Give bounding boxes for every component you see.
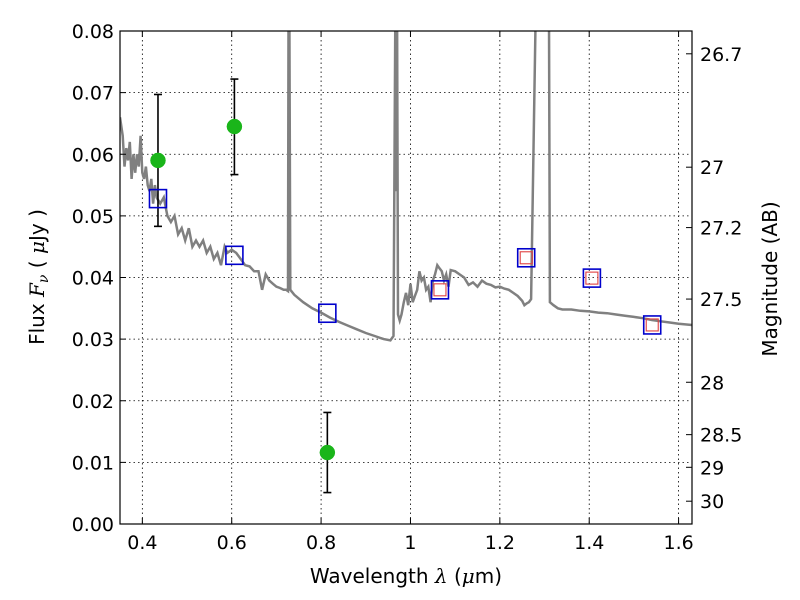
x-tick-label: 0.6 [217,532,247,554]
x-tick-label: 1.4 [574,532,604,554]
y2-tick-label: 27.5 [700,289,742,311]
model-photometry-marker [430,280,450,300]
model-photometry-inner-marker [519,251,533,265]
y-tick-label: 0.02 [72,391,114,413]
x-tick-label: 1.2 [485,532,515,554]
y2-tick-label: 30 [700,491,724,513]
model-photometry-marker [148,188,168,209]
model-photometry-marker [225,245,244,266]
y-tick-label: 0.04 [72,268,114,290]
y2-tick-label: 28 [700,372,724,394]
x-tick-label: 0.8 [306,532,336,554]
observed-flux-point [226,118,243,135]
y-tick-label: 0.03 [72,329,114,351]
model-photometry-marker [642,315,662,335]
y2-tick-label: 26.7 [700,44,742,66]
y-tick-label: 0.07 [72,83,114,105]
data-markers [148,118,662,461]
axis-ticks: 0.4 0.6 0.8 1 1.2 1.4 1.6 0.00 0.01 0.02 0.03 0.04 0… [72,21,743,554]
model-photometry-marker [582,268,602,288]
model-photometry-marker [516,247,536,268]
model-photometry-inner-marker [433,283,447,297]
x-tick-label: 1.6 [663,532,693,554]
y-tick-label: 0.01 [72,452,114,474]
observed-flux-point [319,444,336,461]
observed-flux-point [150,152,166,169]
grid-lines [120,31,692,524]
y-tick-label: 0.05 [72,206,114,228]
x-tick-label: 0.4 [127,532,157,554]
y-tick-label: 0.06 [72,144,114,166]
y2-tick-label: 29 [700,457,724,479]
y-tick-label: 0.00 [72,514,114,536]
x-axis-label: Wavelength λ (μm) [310,564,502,588]
y2-axis-label: Magnitude (AB) [758,201,782,356]
model-photometry-inner-marker [585,271,599,285]
model-spectrum-line [120,31,692,342]
y2-tick-label: 27.2 [700,218,742,240]
model-photometry-inner-marker [645,318,659,332]
y2-tick-label: 28.5 [700,425,742,447]
y-tick-label: 0.08 [72,21,114,43]
x-tick-label: 1 [404,532,416,554]
y2-tick-label: 27 [700,157,724,179]
y-axis-label: Flux Fν ( μJy ) [25,209,52,345]
model-photometry-marker [318,303,337,324]
